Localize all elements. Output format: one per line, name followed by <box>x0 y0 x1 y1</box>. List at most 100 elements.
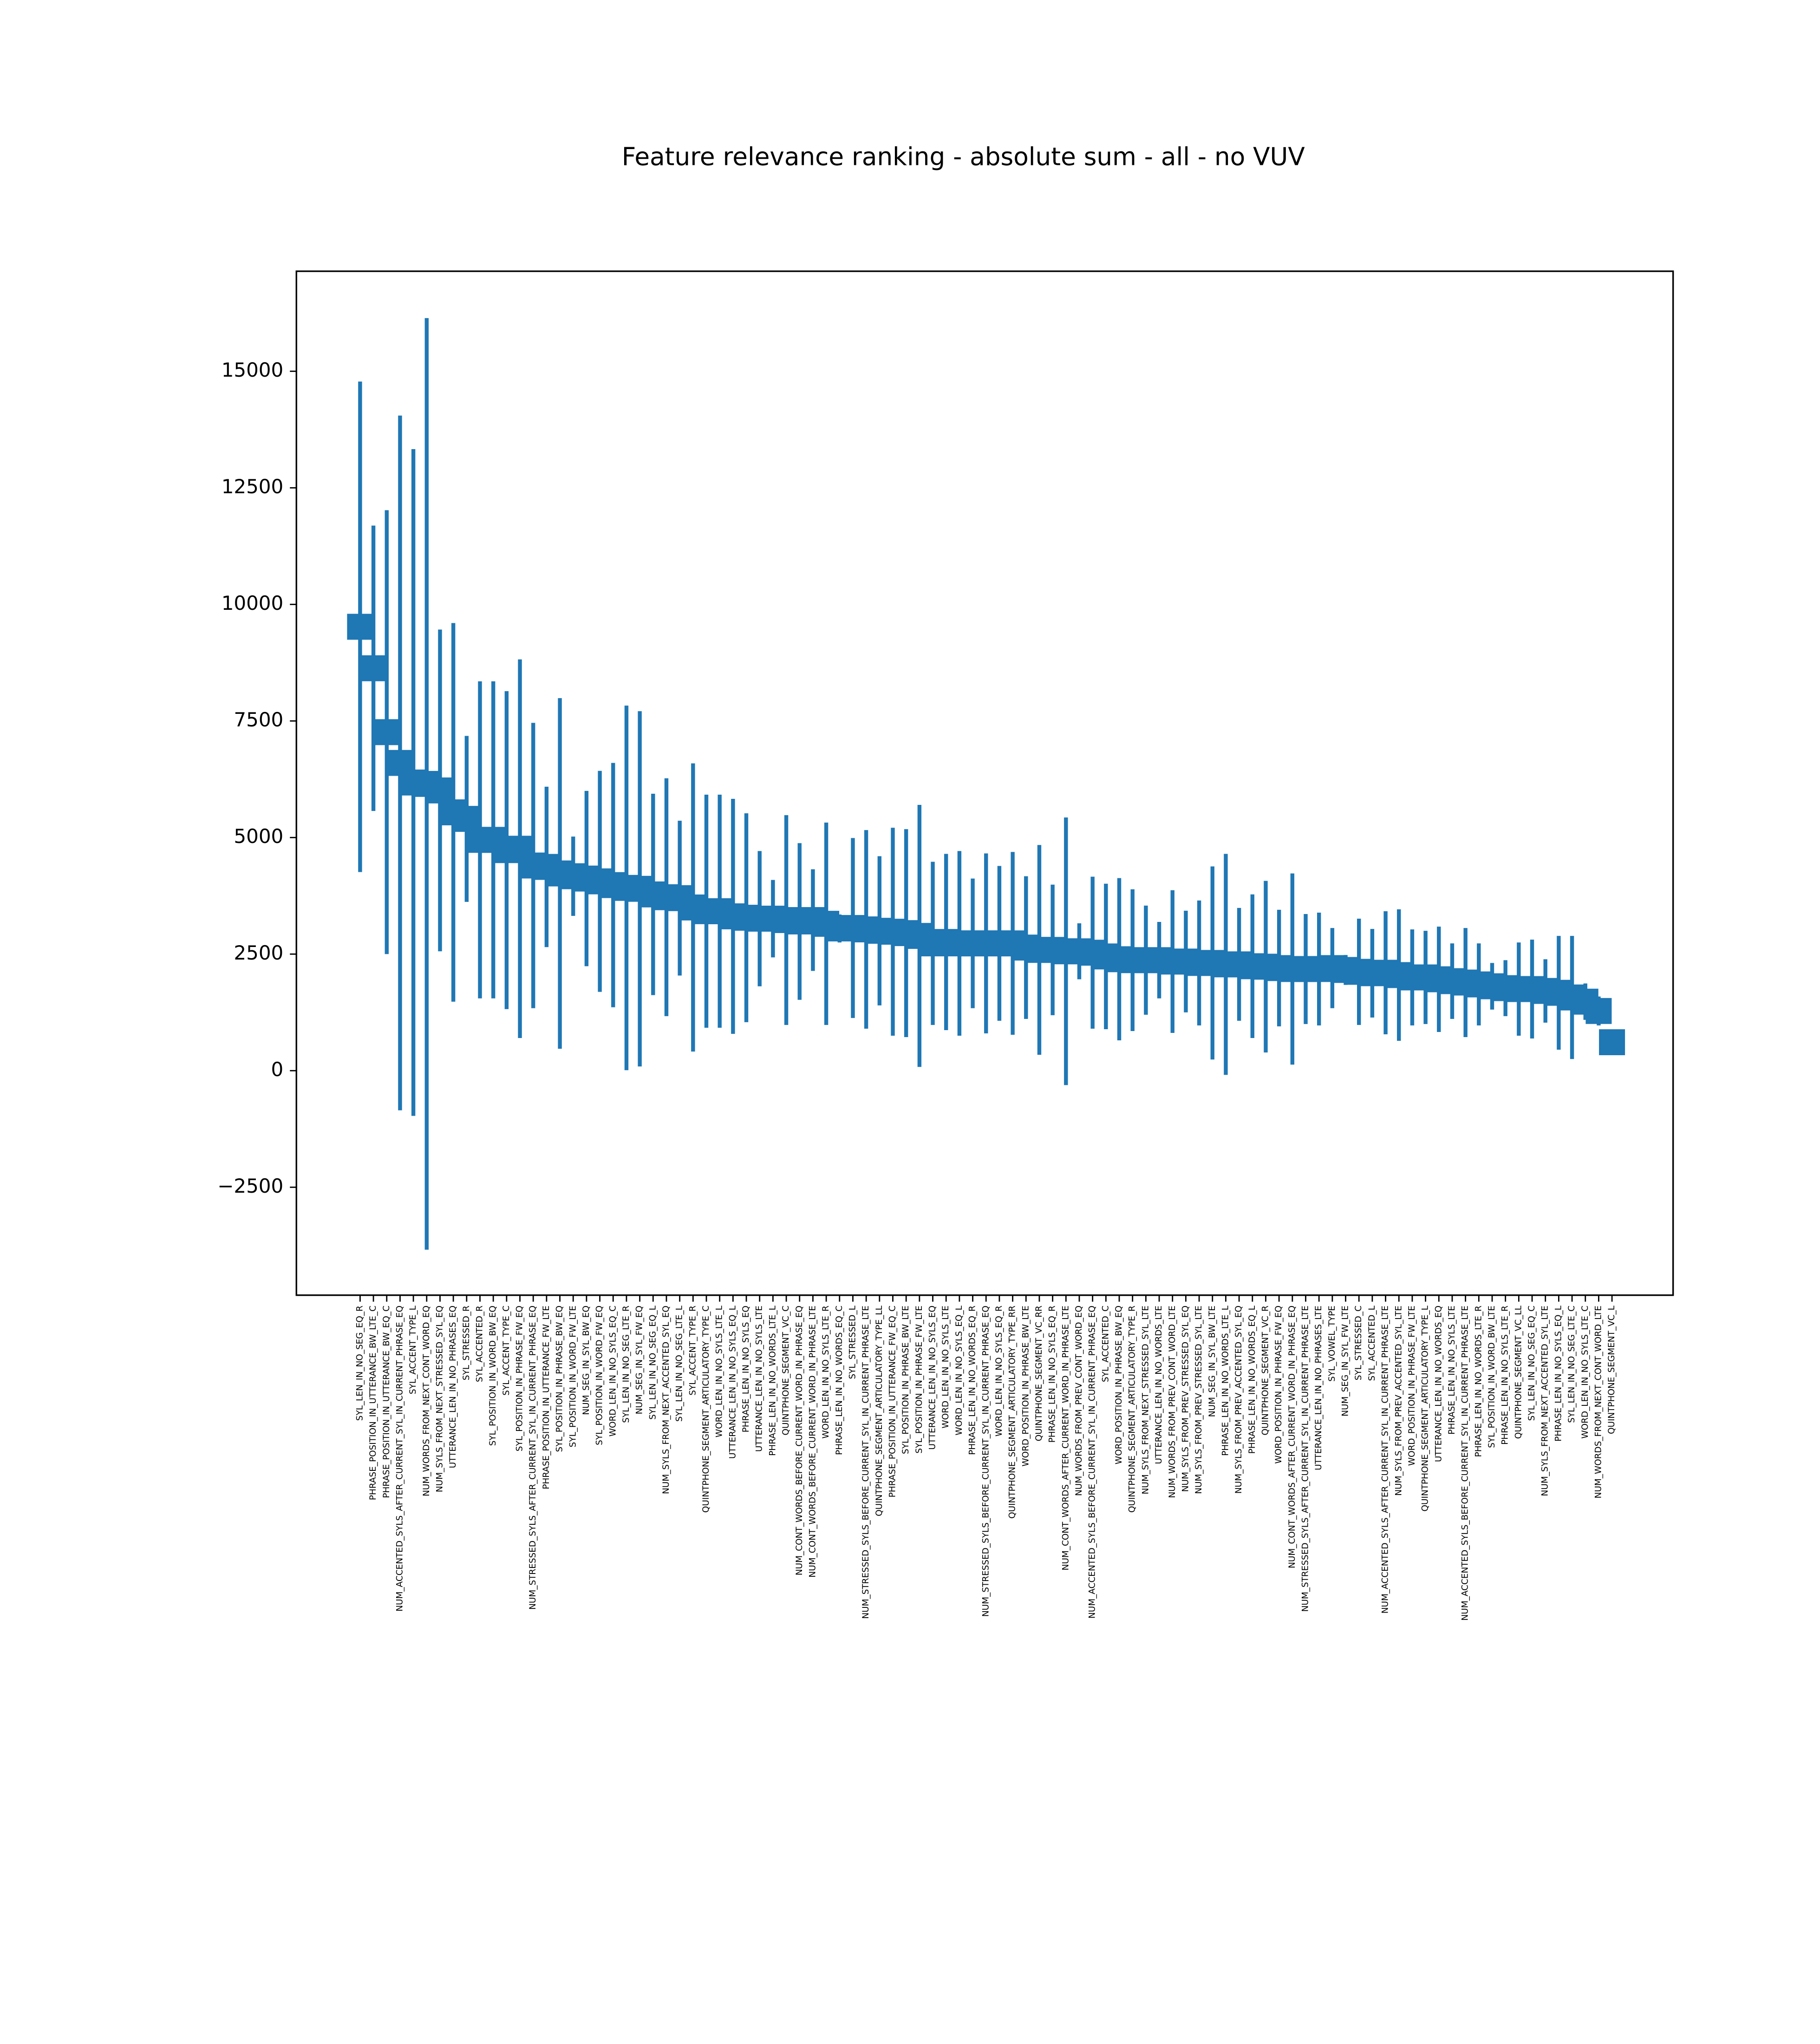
x-tick-label: SYL_POSITION_IN_PHRASE_BW_LTE <box>901 1306 911 1454</box>
marker <box>347 614 373 640</box>
x-tick-label: SYL_LEN_IN_NO_SEG_EQ_C <box>1527 1306 1537 1421</box>
x-tick-label: WORD_LEN_IN_NO_SYLS_EQ_L <box>954 1305 964 1435</box>
x-tick-label: NUM_SYLS_FROM_PREV_STRESSED_SYL_EQ <box>1181 1306 1190 1492</box>
x-tick-label: PHRASE_POSITION_IN_UTTERANCE_FW_EQ_C <box>888 1306 898 1497</box>
x-tick-label: UTTERANCE_LEN_IN_NO_PHRASES_EQ <box>448 1306 458 1468</box>
x-tick-label: QUINTPHONE_SEGMENT_VC_L <box>1607 1305 1617 1434</box>
x-tick-label: QUINTPHONE_SEGMENT_ARTICULATORY_TYPE_L <box>1421 1305 1430 1511</box>
x-tick-label: NUM_SYLS_FROM_NEXT_STRESSED_SYL_EQ <box>435 1306 444 1492</box>
x-tick-label: NUM_STRESSED_SYLS_BEFORE_CURRENT_SYL_IN_… <box>861 1306 871 1619</box>
x-tick-label: NUM_ACCENTED_SYLS_BEFORE_CURRENT_SYL_IN_… <box>1088 1306 1097 1619</box>
x-tick-label: PHRASE_LEN_IN_NO_WORDS_EQ_L <box>1247 1305 1257 1454</box>
x-tick-label: NUM_STRESSED_SYLS_AFTER_CURRENT_SYL_IN_C… <box>528 1306 538 1610</box>
x-tick-label: NUM_SEG_IN_SYL_BW_LTE <box>1207 1306 1217 1417</box>
x-tick-label: UTTERANCE_LEN_IN_NO_PHRASES_LTE <box>1314 1306 1324 1470</box>
x-tick-label: SYL_ACCENT_TYPE_C <box>502 1306 511 1396</box>
x-tick-label: SYL_POSITION_IN_PHRASE_BW_EQ <box>555 1306 565 1452</box>
x-tick-label: NUM_ACCENTED_SYLS_AFTER_CURRENT_SYL_IN_C… <box>395 1306 404 1612</box>
x-tick-label: SYL_VOWEL_TYPE <box>1327 1306 1337 1382</box>
x-tick-label: NUM_WORDS_FROM_PREV_CONT_WORD_EQ <box>1074 1306 1084 1496</box>
y-tick-label: 12500 <box>222 475 284 498</box>
x-tick-label: PHRASE_POSITION_IN_UTTERANCE_BW_LTE_C <box>368 1306 378 1500</box>
x-tick-label: WORD_POSITION_IN_PHRASE_BW_EQ <box>1114 1306 1124 1464</box>
x-tick-label: UTTERANCE_LEN_IN_NO_SYLS_LTE <box>755 1306 764 1452</box>
marker <box>360 655 387 681</box>
x-tick-label: SYL_LEN_IN_NO_SEG_LTE_C <box>1567 1306 1577 1423</box>
x-tick-label: WORD_LEN_IN_NO_SYLS_EQ_R <box>994 1306 1004 1437</box>
x-tick-label: NUM_ACCENTED_SYLS_BEFORE_CURRENT_SYL_IN_… <box>1461 1306 1470 1620</box>
x-tick-label: PHRASE_LEN_IN_NO_SYLS_EQ_L <box>1553 1305 1563 1441</box>
x-tick-label: SYL_LEN_IN_NO_SEG_EQ_R <box>355 1306 365 1421</box>
x-tick-label: NUM_STRESSED_SYLS_AFTER_CURRENT_SYL_IN_C… <box>1301 1306 1311 1612</box>
x-tick-label: QUINTPHONE_SEGMENT_ARTICULATORY_TYPE_R <box>1128 1306 1137 1513</box>
x-tick-label: NUM_STRESSED_SYLS_BEFORE_CURRENT_SYL_IN_… <box>981 1306 991 1617</box>
x-tick-label: UTTERANCE_LEN_IN_NO_WORDS_LTE <box>1154 1306 1164 1464</box>
y-tick-label: 10000 <box>222 592 284 614</box>
x-tick-label: SYL_POSITION_IN_WORD_FW_LTE <box>568 1306 578 1447</box>
x-tick-label: UTTERANCE_LEN_IN_NO_SYLS_EQ_L <box>728 1305 737 1459</box>
x-tick-label: NUM_SYLS_FROM_PREV_ACCENTED_SYL_EQ <box>1234 1306 1244 1494</box>
x-tick-label: NUM_SYLS_FROM_NEXT_ACCENTED_SYL_EQ <box>661 1306 671 1494</box>
x-tick-label: NUM_SEG_IN_SYL_FW_LTE <box>1341 1306 1350 1417</box>
x-tick-label: NUM_CONT_WORDS_BEFORE_CURRENT_WORD_IN_PH… <box>808 1306 817 1578</box>
x-tick-label: QUINTPHONE_SEGMENT_ARTICULATORY_TYPE_RR <box>1008 1306 1018 1519</box>
x-tick-label: UTTERANCE_LEN_IN_NO_SYLS_EQ <box>928 1306 938 1450</box>
x-tick-label: QUINTPHONE_SEGMENT_ARTICULATORY_TYPE_LL <box>874 1305 884 1516</box>
x-tick-label: PHRASE_LEN_IN_NO_SYLS_EQ_R <box>1048 1306 1057 1443</box>
x-tick-label: NUM_WORDS_FROM_NEXT_CONT_WORD_LTE <box>1593 1306 1603 1498</box>
x-tick-label: QUINTPHONE_SEGMENT_VC_R <box>1260 1306 1270 1436</box>
x-tick-label: NUM_CONT_WORDS_AFTER_CURRENT_WORD_IN_PHR… <box>1287 1306 1297 1568</box>
x-tick-label: PHRASE_LEN_IN_NO_WORDS_EQ_C <box>835 1306 844 1455</box>
x-tick-label: SYL_POSITION_IN_WORD_FW_EQ <box>595 1306 605 1445</box>
y-tick-label: 2500 <box>234 941 283 964</box>
x-tick-label: SYL_POSITION_IN_WORD_BW_EQ <box>488 1306 498 1446</box>
marker <box>1599 1029 1625 1055</box>
x-tick-label: NUM_SYLS_FROM_NEXT_STRESSED_SYL_LTE <box>1141 1306 1150 1494</box>
x-tick-label: SYL_ACCENT_TYPE_L <box>408 1305 418 1394</box>
x-tick-label: SYL_LEN_IN_NO_SEG_LTE_L <box>675 1305 685 1422</box>
x-tick-label: PHRASE_LEN_IN_NO_SYLS_EQ <box>741 1306 751 1432</box>
x-tick-label: PHRASE_LEN_IN_NO_SYLS_LTE_R <box>1500 1306 1510 1445</box>
x-tick-label: WORD_LEN_IN_NO_SYLS_LTE <box>941 1306 951 1428</box>
x-tick-label: PHRASE_POSITION_IN_UTTERANCE_FW_LTE <box>541 1306 551 1489</box>
x-tick-label: NUM_SYLS_FROM_PREV_ACCENTED_SYL_LTE <box>1394 1306 1403 1496</box>
x-tick-label: QUINTPHONE_SEGMENT_VC_RR <box>1034 1306 1044 1441</box>
x-tick-label: SYL_LEN_IN_NO_SEG_LTE_R <box>621 1306 631 1423</box>
x-tick-label: PHRASE_LEN_IN_NO_WORDS_LTE_L <box>1220 1305 1230 1456</box>
x-tick-label: SYL_STRESSED_L <box>848 1305 857 1379</box>
x-tick-label: PHRASE_POSITION_IN_UTTERANCE_BW_EQ_C <box>382 1306 391 1498</box>
x-tick-label: NUM_WORDS_FROM_PREV_CONT_WORD_LTE <box>1168 1306 1177 1498</box>
x-tick-label: NUM_CONT_WORDS_BEFORE_CURRENT_WORD_IN_PH… <box>795 1306 804 1575</box>
x-tick-label: WORD_POSITION_IN_PHRASE_BW_LTE <box>1021 1306 1031 1466</box>
x-tick-label: PHRASE_LEN_IN_NO_WORDS_LTE_L <box>768 1305 777 1456</box>
y-tick-label: 7500 <box>234 708 283 731</box>
x-tick-label: QUINTPHONE_SEGMENT_ARTICULATORY_TYPE_C <box>701 1306 711 1513</box>
x-tick-label: WORD_POSITION_IN_PHRASE_FW_LTE <box>1407 1306 1417 1466</box>
x-tick-label: WORD_LEN_IN_NO_SYLS_EQ_C <box>608 1306 618 1437</box>
chart-title: Feature relevance ranking - absolute sum… <box>622 143 1305 171</box>
x-tick-label: NUM_SEG_IN_SYL_FW_EQ <box>635 1306 645 1414</box>
x-tick-label: NUM_ACCENTED_SYLS_AFTER_CURRENT_SYL_IN_C… <box>1381 1306 1390 1613</box>
x-tick-label: UTTERANCE_LEN_IN_NO_WORDS_EQ <box>1434 1306 1443 1462</box>
x-tick-label: NUM_CONT_WORDS_AFTER_CURRENT_WORD_IN_PHR… <box>1061 1306 1070 1570</box>
x-tick-label: SYL_POSITION_IN_PHRASE_FW_LTE <box>914 1306 924 1454</box>
x-tick-label: SYL_ACCENTED_C <box>1101 1306 1110 1382</box>
y-tick-label: 15000 <box>222 359 284 381</box>
x-tick-label: WORD_LEN_IN_NO_SYLS_LTE_C <box>1580 1306 1590 1439</box>
x-tick-label: SYL_STRESSED_C <box>1354 1306 1363 1380</box>
marker <box>427 777 453 803</box>
plot-frame <box>295 270 1674 1296</box>
x-tick-label: PHRASE_LEN_IN_NO_WORDS_LTE_R <box>1474 1306 1483 1457</box>
x-tick-label: QUINTPHONE_SEGMENT_VC_LL <box>1513 1305 1523 1439</box>
x-tick-label: SYL_ACCENTED_L <box>1367 1305 1377 1381</box>
x-tick-label: NUM_SYLS_FROM_PREV_STRESSED_SYL_LTE <box>1194 1306 1204 1494</box>
x-tick-label: WORD_POSITION_IN_PHRASE_FW_EQ <box>1274 1306 1284 1464</box>
x-tick-label: WORD_LEN_IN_NO_SYLS_LTE_R <box>821 1306 831 1439</box>
x-tick-label: SYL_STRESSED_R <box>462 1306 471 1380</box>
y-tick-label: 5000 <box>234 825 283 848</box>
x-tick-label: PHRASE_LEN_IN_NO_SYLS_LTE <box>1447 1306 1457 1435</box>
x-tick-label: SYL_ACCENTED_R <box>475 1306 484 1382</box>
